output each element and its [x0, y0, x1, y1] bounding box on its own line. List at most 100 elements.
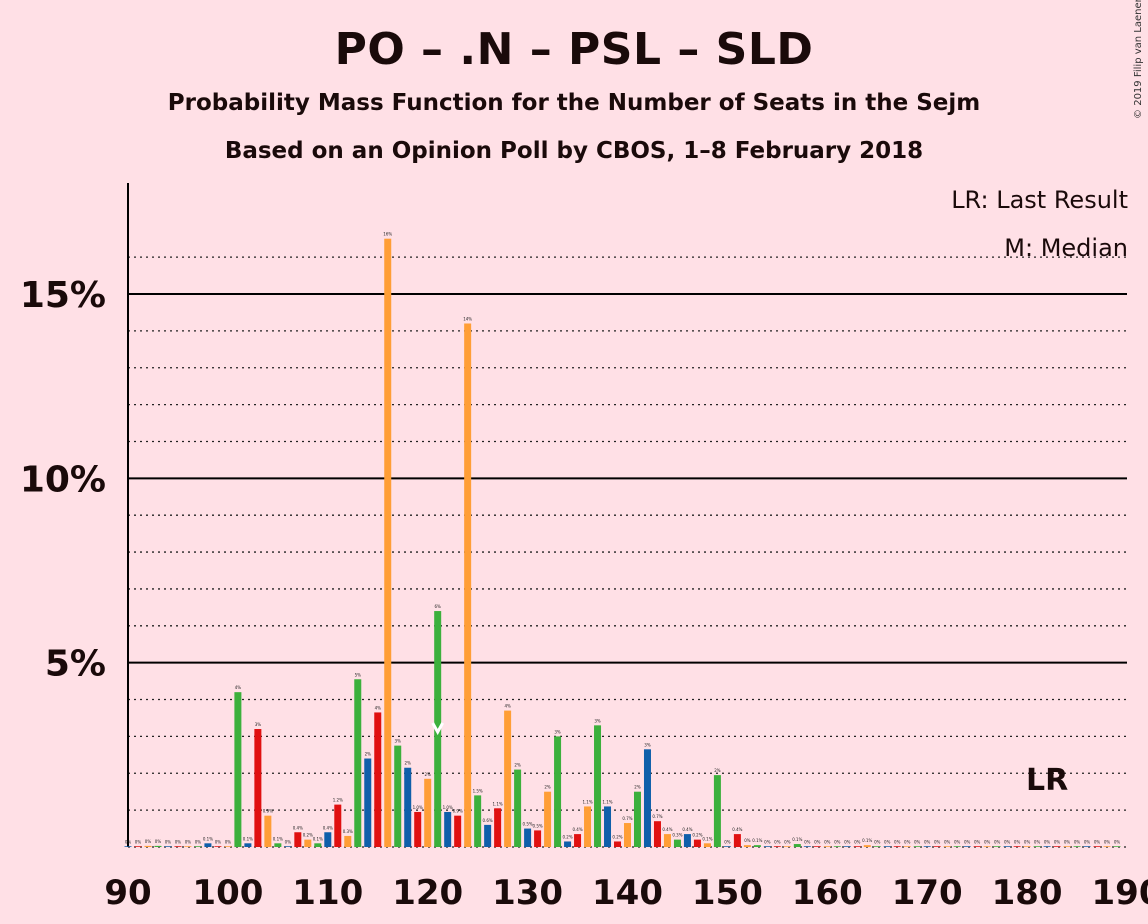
bar-value-label: 0% — [964, 839, 971, 844]
bar-value-label: 0% — [764, 839, 771, 844]
bar — [843, 846, 851, 847]
bar — [554, 736, 562, 847]
bar-value-label: 16% — [383, 232, 392, 237]
bar — [364, 758, 372, 847]
bar — [234, 692, 242, 847]
bar-value-label: 0.9% — [453, 809, 463, 814]
bar-value-label: 0.4% — [732, 827, 742, 832]
bar-value-label: 0.3% — [672, 833, 682, 838]
bar-value-label: 3% — [594, 718, 601, 723]
bar — [813, 846, 821, 847]
bar — [803, 846, 811, 847]
bar — [933, 846, 941, 847]
bar-value-label: 0% — [1064, 839, 1071, 844]
bar — [723, 846, 731, 847]
x-tick-label: 110 — [292, 873, 363, 913]
bar — [963, 846, 971, 847]
bar-value-label: 0% — [954, 839, 961, 844]
chart-title: PO – .N – PSL – SLD — [334, 24, 814, 75]
x-tick-label: 160 — [792, 873, 863, 913]
x-tick-label: 140 — [592, 873, 663, 913]
bar-value-label: 0% — [824, 839, 831, 844]
bar-value-label: 1.0% — [443, 805, 453, 810]
bar-value-label: 0% — [1034, 839, 1041, 844]
bar-value-label: 0% — [784, 839, 791, 844]
bar — [923, 846, 931, 847]
bar-value-label: 0% — [924, 839, 931, 844]
bar — [973, 846, 981, 847]
bar — [873, 846, 881, 847]
bar — [643, 749, 651, 847]
bar-value-label: 0% — [944, 839, 951, 844]
bar-value-label: 2% — [714, 768, 721, 773]
bar — [154, 845, 162, 847]
bar — [653, 821, 661, 847]
bar-value-label: 0.1% — [702, 836, 712, 841]
bar-value-label: 0% — [814, 839, 821, 844]
bar-value-label: 0% — [1114, 839, 1121, 844]
bar — [514, 769, 522, 847]
bar — [943, 846, 951, 847]
bar — [314, 843, 322, 847]
bar — [823, 846, 831, 847]
bar — [703, 843, 711, 847]
bar-value-label: 0.4% — [293, 825, 303, 830]
bar-value-label: 0% — [285, 839, 292, 844]
bar-value-label: 0% — [744, 838, 751, 843]
bar — [1033, 846, 1041, 847]
bar — [184, 846, 192, 847]
bar — [893, 846, 901, 847]
bar-value-label: 0% — [724, 839, 731, 844]
bar — [224, 846, 232, 847]
bar — [494, 808, 502, 847]
bar-value-label: 0% — [974, 839, 981, 844]
bar — [693, 839, 701, 847]
legend-last-result: LR: Last Result — [951, 186, 1128, 214]
bar-value-label: 3% — [644, 742, 651, 747]
bar-value-label: 0.4% — [323, 825, 333, 830]
bar-value-label: 0.2% — [303, 833, 313, 838]
bar — [1093, 846, 1101, 847]
bar-value-label: 0% — [994, 839, 1001, 844]
bar — [264, 815, 272, 847]
bar-value-label: 0% — [1054, 839, 1061, 844]
bar — [354, 679, 362, 847]
bar-value-label: 0.7% — [622, 816, 632, 821]
bar-value-label: 0% — [1104, 839, 1111, 844]
bar-value-label: 0.6% — [483, 818, 493, 823]
bar — [374, 712, 382, 847]
bar-value-label: 0.4% — [662, 827, 672, 832]
bar — [783, 846, 791, 847]
bar — [214, 846, 222, 847]
bar — [524, 828, 532, 847]
bar-value-label: 0% — [894, 839, 901, 844]
bar-value-label: 0% — [195, 839, 202, 844]
bar-value-label: 3% — [255, 722, 262, 727]
bar — [334, 804, 342, 847]
bar-value-label: 0% — [844, 839, 851, 844]
bar — [324, 832, 332, 847]
bar-value-label: 1.5% — [473, 788, 483, 793]
bar-value-label: 0.1% — [273, 836, 283, 841]
bar-value-label: 2% — [544, 785, 551, 790]
bar — [1063, 846, 1071, 847]
bar — [883, 846, 891, 847]
bar — [544, 791, 552, 847]
bar — [254, 729, 262, 847]
bar-value-label: 0% — [215, 839, 222, 844]
bar — [454, 815, 462, 847]
bar-value-label: 0% — [1024, 839, 1031, 844]
last-result-marker: LR — [1026, 763, 1068, 798]
bar — [244, 843, 252, 847]
bar — [174, 846, 182, 847]
bar-value-label: 0.2% — [612, 834, 622, 839]
bar — [633, 791, 641, 847]
bar — [594, 725, 602, 847]
bar-value-label: 0% — [1074, 839, 1081, 844]
bar-value-label: 1.1% — [582, 799, 592, 804]
bar-value-label: 0% — [185, 839, 192, 844]
bar-value-label: 0.2% — [562, 834, 572, 839]
bar — [484, 824, 492, 847]
bar — [384, 238, 392, 847]
bar-value-label: 4% — [375, 705, 382, 710]
